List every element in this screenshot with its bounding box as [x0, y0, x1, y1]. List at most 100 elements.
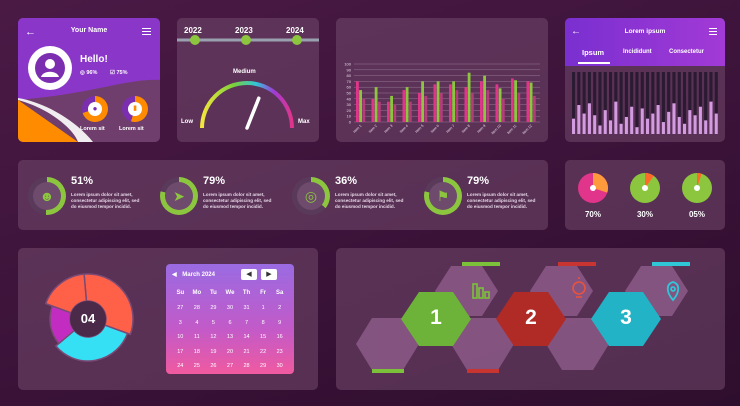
bar-track [688, 72, 692, 134]
bar [362, 98, 366, 122]
next-month-button[interactable]: ▶ [261, 269, 277, 280]
calendar-day[interactable]: 5 [211, 319, 215, 326]
tab-active-indicator [578, 62, 610, 64]
year-2023: 2023 [235, 26, 253, 35]
calendar-day[interactable]: 12 [210, 334, 217, 341]
calendar-day[interactable]: 2 [278, 305, 282, 312]
tab-consectetur[interactable]: Consectetur [669, 49, 705, 55]
x-tick-label: Item 1 [353, 124, 363, 134]
calendar-day[interactable]: 14 [243, 334, 250, 341]
gauge-label-max: Max [298, 119, 310, 125]
avatar[interactable] [28, 46, 72, 90]
gauge-panel: 2022 2023 2024 Medium Low Max [177, 18, 319, 142]
calendar-day[interactable]: 29 [260, 363, 267, 370]
calendar-day[interactable]: 22 [260, 348, 267, 355]
bar [424, 95, 428, 122]
pie-charts [578, 173, 712, 203]
pie-slice [645, 173, 654, 188]
tab-ipsum[interactable]: Ipsum [582, 48, 605, 57]
donut-calendar-panel: 04 ◀ March 2024 ◀ ▶ Su Mo Tu We Th Fr Sa 27 28 29… [18, 248, 318, 390]
calendar-day[interactable]: 26 [210, 363, 217, 370]
calendar-day[interactable]: 23 [276, 348, 283, 355]
bar [582, 113, 586, 134]
calendar-day[interactable]: 8 [261, 319, 265, 326]
hex-label-one: 1 [430, 306, 442, 329]
stat-description-line: consectetur adipiscing elit, sed [467, 198, 536, 203]
calendar-day[interactable]: 9 [278, 319, 282, 326]
stat-ring: ➤ [160, 177, 198, 215]
calendar-day[interactable]: 10 [177, 334, 184, 341]
bar [452, 81, 455, 122]
calendar-day[interactable]: 31 [243, 305, 250, 312]
tab-incididunt[interactable]: Incididunt [623, 49, 652, 55]
calendar-day[interactable]: 21 [243, 348, 250, 355]
menu-icon[interactable] [142, 28, 151, 35]
profile-title: Your Name [70, 27, 108, 34]
calendar-day[interactable]: 30 [276, 363, 283, 370]
calendar-day[interactable]: 19 [210, 348, 217, 355]
bar-track [693, 72, 697, 134]
calendar-day[interactable]: 4 [195, 319, 199, 326]
tabs-header [565, 18, 725, 66]
calendar-day[interactable]: 1 [261, 305, 265, 312]
calendar-day[interactable]: 6 [228, 319, 232, 326]
bar-track [630, 72, 634, 134]
y-tick-label: 80 [347, 73, 352, 78]
calendar-day[interactable]: 11 [193, 334, 200, 341]
calendar-day[interactable]: 3 [178, 319, 182, 326]
bar [640, 108, 644, 134]
bar-track [698, 72, 702, 134]
bar [598, 125, 602, 134]
bar [603, 110, 607, 134]
calendar-day[interactable]: 16 [276, 334, 283, 341]
back-arrow-icon[interactable]: ← [571, 26, 581, 37]
pie-label-three: 05% [688, 210, 705, 219]
stat-ring: ☻ [28, 177, 66, 215]
stat-description-line: consectetur adipiscing elit, sed [335, 198, 404, 203]
calendar-day[interactable]: 18 [193, 348, 200, 355]
bar-track [640, 72, 644, 134]
bar-track [683, 72, 687, 134]
calendar-day[interactable]: 27 [177, 305, 184, 312]
bar [402, 90, 406, 122]
rocket-icon: ➤ [165, 182, 193, 210]
calendar-week-row: 3 4 5 6 7 8 9 [172, 316, 288, 331]
calendar-day[interactable]: 24 [177, 363, 184, 370]
y-tick-label: 40 [347, 96, 352, 101]
bar [698, 106, 702, 134]
stat-value: 51% [71, 175, 94, 187]
bar [470, 93, 474, 122]
calendar-day[interactable]: 17 [177, 348, 184, 355]
flag-icon: ⚑ [429, 182, 457, 210]
calendar-day[interactable]: 7 [245, 319, 249, 326]
pie-slice [697, 173, 702, 188]
stat-value: 79% [467, 175, 490, 187]
prev-month-button[interactable]: ◀ [241, 269, 257, 280]
stat-item: ⚑ 79% Lorem ipsum dolor sit amet, consec… [424, 175, 548, 217]
hex-label-two: 2 [525, 306, 537, 329]
menu-icon[interactable] [709, 28, 717, 35]
target-icon: ◎ [297, 182, 325, 210]
lightbulb-icon [572, 277, 586, 298]
gauge-label-low: Low [181, 119, 193, 125]
calendar-day[interactable]: 25 [193, 363, 200, 370]
calendar-day[interactable]: 28 [193, 305, 200, 312]
user-icon [35, 53, 65, 83]
bar [635, 127, 639, 134]
stats-panel: ☻ 51% Lorem ipsum dolor sit amet, consec… [18, 160, 548, 230]
calendar-day[interactable]: 29 [210, 305, 217, 312]
calendar-day[interactable]: 13 [226, 334, 234, 341]
bar-track [572, 72, 576, 134]
calendar-day[interactable]: 20 [226, 348, 234, 355]
bar [577, 105, 581, 134]
bulb-icon: ● [88, 102, 102, 116]
calendar-day[interactable]: 30 [226, 305, 234, 312]
calendar-day[interactable]: 28 [243, 363, 250, 370]
bar [467, 72, 471, 122]
back-arrow-icon[interactable]: ← [25, 26, 36, 38]
timeline-dot-2022 [190, 35, 200, 45]
calendar-day[interactable]: 27 [226, 363, 234, 370]
calendar-day[interactable]: 15 [260, 334, 267, 341]
calendar-week-row: 24 25 26 27 28 29 30 [172, 359, 288, 374]
